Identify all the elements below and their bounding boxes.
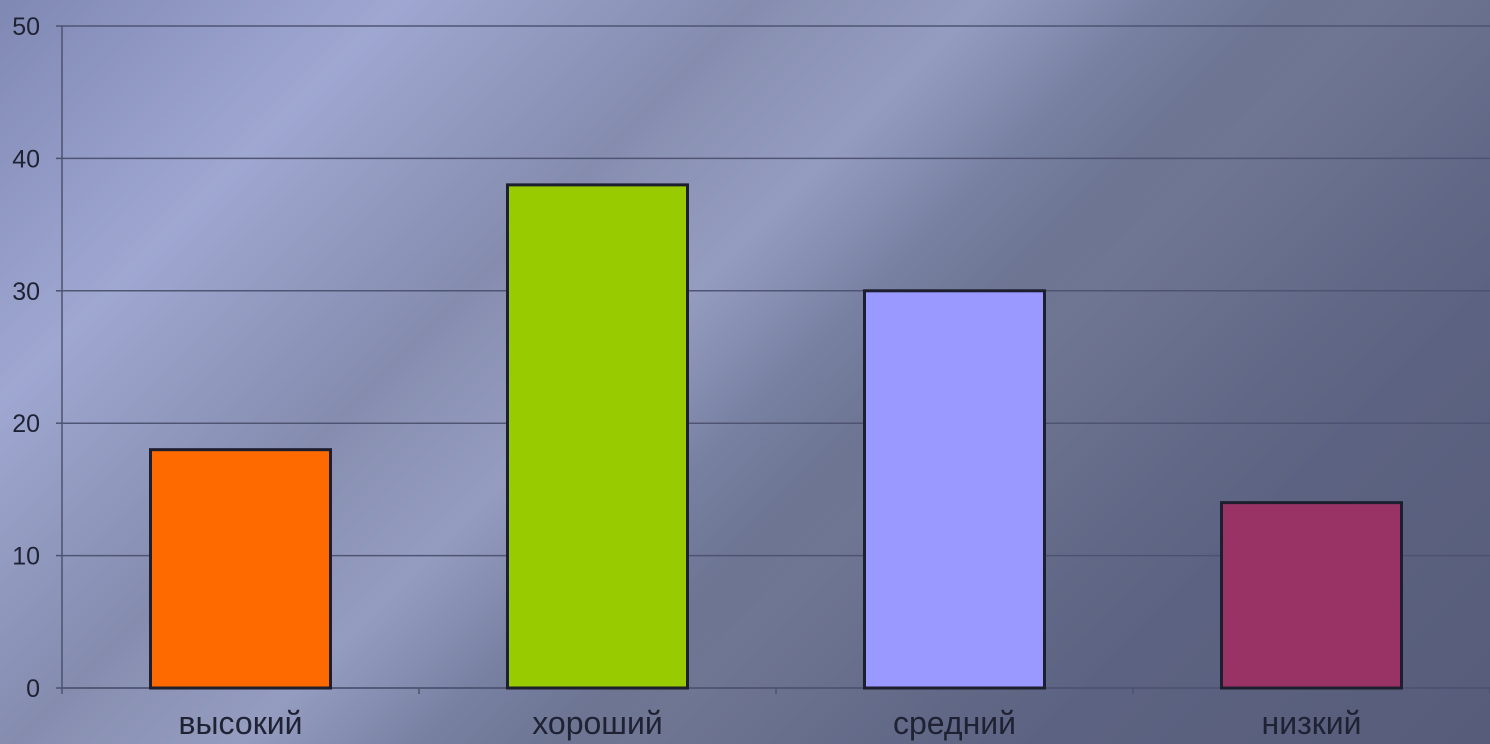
y-tick-label-40: 40 — [12, 145, 40, 173]
bar-2 — [506, 183, 689, 690]
y-tick-label-0: 0 — [26, 675, 40, 703]
y-tick-label-10: 10 — [12, 543, 40, 571]
category-label-4: низкий — [1262, 705, 1362, 741]
bars — [149, 183, 1403, 690]
category-label-1: высокий — [179, 705, 303, 741]
bar-4 — [1220, 501, 1403, 690]
bar-1 — [149, 448, 332, 690]
bar-3 — [863, 289, 1046, 690]
labels: 0 10 20 30 40 50 высокий хороший средний низкий — [12, 13, 1361, 741]
y-tick-label-50: 50 — [12, 13, 40, 41]
y-tick-label-20: 20 — [12, 410, 40, 438]
category-label-2: хороший — [532, 705, 662, 741]
y-tick-label-30: 30 — [12, 278, 40, 306]
category-label-3: средний — [893, 705, 1016, 741]
